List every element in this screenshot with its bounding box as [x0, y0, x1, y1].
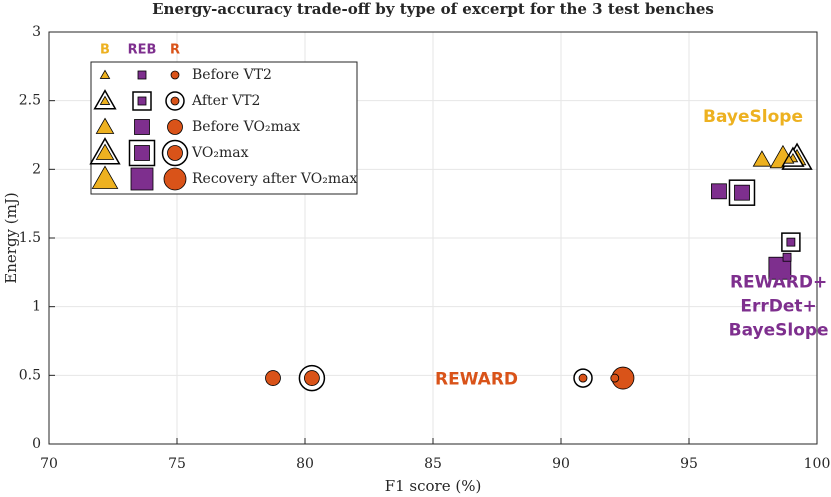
- data-point: [768, 256, 792, 280]
- legend-header: R: [170, 43, 180, 58]
- data-point: [298, 364, 326, 392]
- data-point: [783, 154, 795, 164]
- marker-shape: [130, 167, 154, 191]
- x-tick-label: 70: [40, 456, 58, 472]
- annotation: REWARD: [435, 369, 518, 389]
- x-tick-label: 100: [804, 456, 831, 472]
- marker-shape: [786, 237, 796, 247]
- marker-shape: [768, 256, 792, 280]
- marker-shape: [265, 370, 281, 386]
- marker-shape: [578, 373, 588, 383]
- y-tick-label: 3: [32, 24, 41, 40]
- data-point: [573, 368, 593, 388]
- legend-label: After VT2: [191, 93, 260, 109]
- legend-label: Recovery after VO₂max: [192, 171, 358, 187]
- y-tick-label: 1: [32, 299, 41, 315]
- marker-shape: [170, 96, 180, 106]
- marker-shape: [137, 96, 147, 106]
- x-tick-label: 80: [296, 456, 314, 472]
- marker-shape: [167, 145, 183, 161]
- marker-shape: [734, 184, 750, 201]
- marker-shape: [99, 95, 111, 105]
- data-point: [781, 232, 801, 252]
- marker-shape: [752, 150, 772, 167]
- y-tick-label: 1.5: [19, 230, 41, 246]
- legend-header: REB: [128, 43, 157, 58]
- x-axis-label: F1 score (%): [385, 477, 482, 495]
- y-tick-label: 0: [32, 436, 41, 452]
- marker-shape: [711, 183, 727, 200]
- legend-label: Before VO₂max: [192, 119, 300, 135]
- annotation: REWARD+: [730, 273, 827, 293]
- y-tick-label: 2: [32, 161, 41, 177]
- data-point: [711, 183, 727, 200]
- marker-shape: [137, 70, 147, 80]
- annotation: BayeSlope: [729, 321, 829, 341]
- marker-shape: [610, 373, 620, 383]
- y-tick-label: 0.5: [19, 367, 41, 383]
- data-point: [728, 179, 756, 206]
- marker-shape: [167, 119, 183, 135]
- marker-shape: [304, 370, 320, 386]
- legend-label: VO₂max: [191, 145, 249, 161]
- x-tick-label: 75: [168, 456, 186, 472]
- annotation: ErrDet+: [740, 297, 816, 317]
- marker-shape: [134, 145, 150, 161]
- x-tick-label: 85: [424, 456, 442, 472]
- marker-shape: [99, 69, 111, 79]
- y-tick-label: 2.5: [19, 93, 41, 109]
- marker-shape: [134, 119, 150, 135]
- data-point: [752, 150, 772, 167]
- data-point: [610, 373, 620, 383]
- legend-label: Before VT2: [192, 67, 272, 83]
- marker-shape: [783, 154, 795, 164]
- x-tick-label: 90: [552, 456, 570, 472]
- y-axis-label: Energy (mJ): [2, 192, 20, 283]
- legend-header: B: [100, 43, 110, 58]
- marker-shape: [91, 165, 119, 189]
- data-point: [782, 252, 792, 262]
- chart-title: Energy-accuracy trade-off by type of exc…: [152, 0, 714, 18]
- data-point: [265, 370, 281, 386]
- plot-frame: [48, 31, 818, 445]
- marker-shape: [782, 252, 792, 262]
- marker-shape: [163, 167, 187, 191]
- marker-shape: [95, 143, 115, 160]
- marker-shape: [170, 70, 180, 80]
- annotation: BayeSlope: [703, 107, 803, 127]
- marker-shape: [95, 117, 115, 134]
- x-tick-label: 95: [680, 456, 698, 472]
